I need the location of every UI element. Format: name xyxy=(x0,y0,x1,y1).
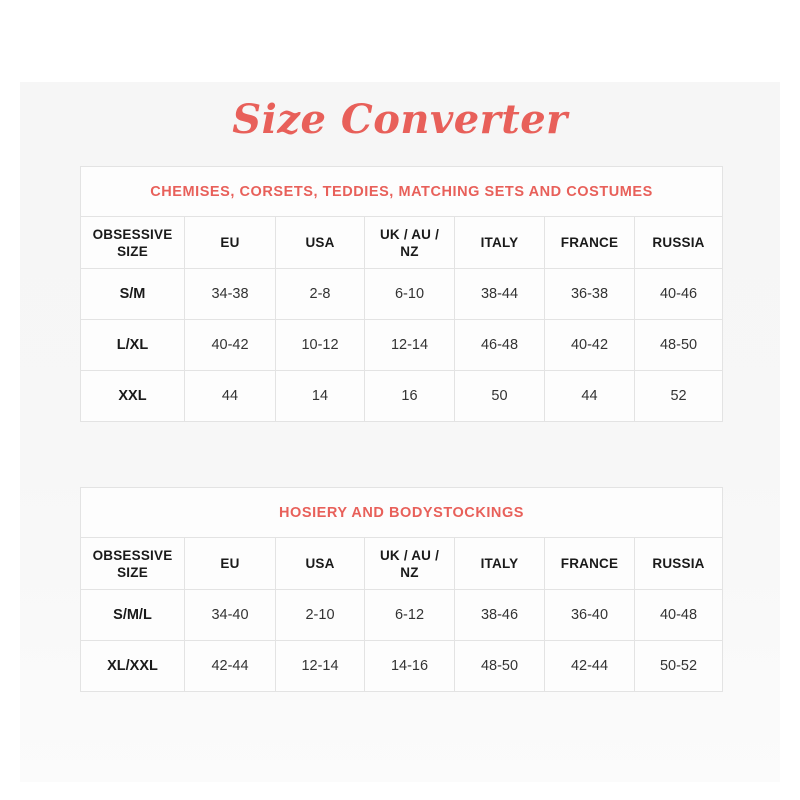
size-table-chemises: CHEMISES, CORSETS, TEDDIES, MATCHING SET… xyxy=(79,166,724,422)
section-title: HOSIERY AND BODYSTOCKINGS xyxy=(79,487,724,538)
cell-france: 36-40 xyxy=(544,589,635,641)
column-header-uk-au-nz: UK / AU / NZ xyxy=(364,216,455,269)
cell-russia: 40-48 xyxy=(633,589,724,641)
cell-russia: 52 xyxy=(633,370,724,422)
column-header-usa: USA xyxy=(275,216,365,269)
cell-usa: 2-10 xyxy=(275,589,365,641)
column-header-row: OBSESSIVE SIZE EU USA UK / AU / NZ ITALY… xyxy=(80,216,724,269)
cell-usa: 2-8 xyxy=(275,268,365,320)
cell-france: 36-38 xyxy=(544,268,635,320)
cell-size-label: S/M/L xyxy=(80,589,185,641)
cell-eu: 42-44 xyxy=(184,640,276,692)
cell-size-label: XL/XXL xyxy=(80,640,185,692)
cell-uk-au-nz: 14-16 xyxy=(364,640,455,692)
cell-uk-au-nz: 16 xyxy=(364,370,455,422)
cell-eu: 34-40 xyxy=(184,589,276,641)
column-header-usa: USA xyxy=(275,537,365,590)
cell-france: 42-44 xyxy=(544,640,635,692)
cell-usa: 10-12 xyxy=(275,319,365,371)
cell-russia: 50-52 xyxy=(633,640,724,692)
cell-eu: 44 xyxy=(184,370,276,422)
cell-france: 44 xyxy=(544,370,635,422)
cell-size-label: S/M xyxy=(80,268,185,320)
cell-uk-au-nz: 6-10 xyxy=(364,268,455,320)
cell-italy: 46-48 xyxy=(454,319,545,371)
cell-usa: 12-14 xyxy=(275,640,365,692)
cell-italy: 38-46 xyxy=(454,589,545,641)
cell-uk-au-nz: 6-12 xyxy=(364,589,455,641)
column-header-france: FRANCE xyxy=(544,537,635,590)
size-table-hosiery: HOSIERY AND BODYSTOCKINGS OBSESSIVE SIZE… xyxy=(79,487,724,692)
page-title: Size Converter xyxy=(232,96,568,143)
column-header-russia: RUSSIA xyxy=(633,537,724,590)
table-row: L/XL 40-42 10-12 12-14 46-48 40-42 48-50 xyxy=(80,319,724,371)
column-header-obsessive-size: OBSESSIVE SIZE xyxy=(80,216,185,269)
table-row: XL/XXL 42-44 12-14 14-16 48-50 42-44 50-… xyxy=(80,640,724,692)
column-header-obsessive-size: OBSESSIVE SIZE xyxy=(80,537,185,590)
table-row: S/M/L 34-40 2-10 6-12 38-46 36-40 40-48 xyxy=(80,589,724,641)
section-title: CHEMISES, CORSETS, TEDDIES, MATCHING SET… xyxy=(79,166,724,217)
column-header-russia: RUSSIA xyxy=(633,216,724,269)
column-header-eu: EU xyxy=(184,537,276,590)
cell-eu: 40-42 xyxy=(184,319,276,371)
cell-italy: 38-44 xyxy=(454,268,545,320)
cell-usa: 14 xyxy=(275,370,365,422)
cell-russia: 40-46 xyxy=(633,268,724,320)
cell-eu: 34-38 xyxy=(184,268,276,320)
cell-italy: 50 xyxy=(454,370,545,422)
column-header-italy: ITALY xyxy=(454,216,545,269)
section-title-row: HOSIERY AND BODYSTOCKINGS xyxy=(79,487,724,538)
cell-france: 40-42 xyxy=(544,319,635,371)
column-header-eu: EU xyxy=(184,216,276,269)
cell-size-label: XXL xyxy=(80,370,185,422)
cell-russia: 48-50 xyxy=(633,319,724,371)
table-row: S/M 34-38 2-8 6-10 38-44 36-38 40-46 xyxy=(80,268,724,320)
column-header-france: FRANCE xyxy=(544,216,635,269)
section-title-row: CHEMISES, CORSETS, TEDDIES, MATCHING SET… xyxy=(79,166,724,217)
table-row: XXL 44 14 16 50 44 52 xyxy=(80,370,724,422)
cell-size-label: L/XL xyxy=(80,319,185,371)
column-header-italy: ITALY xyxy=(454,537,545,590)
cell-uk-au-nz: 12-14 xyxy=(364,319,455,371)
cell-italy: 48-50 xyxy=(454,640,545,692)
column-header-row: OBSESSIVE SIZE EU USA UK / AU / NZ ITALY… xyxy=(80,537,724,590)
column-header-uk-au-nz: UK / AU / NZ xyxy=(364,537,455,590)
